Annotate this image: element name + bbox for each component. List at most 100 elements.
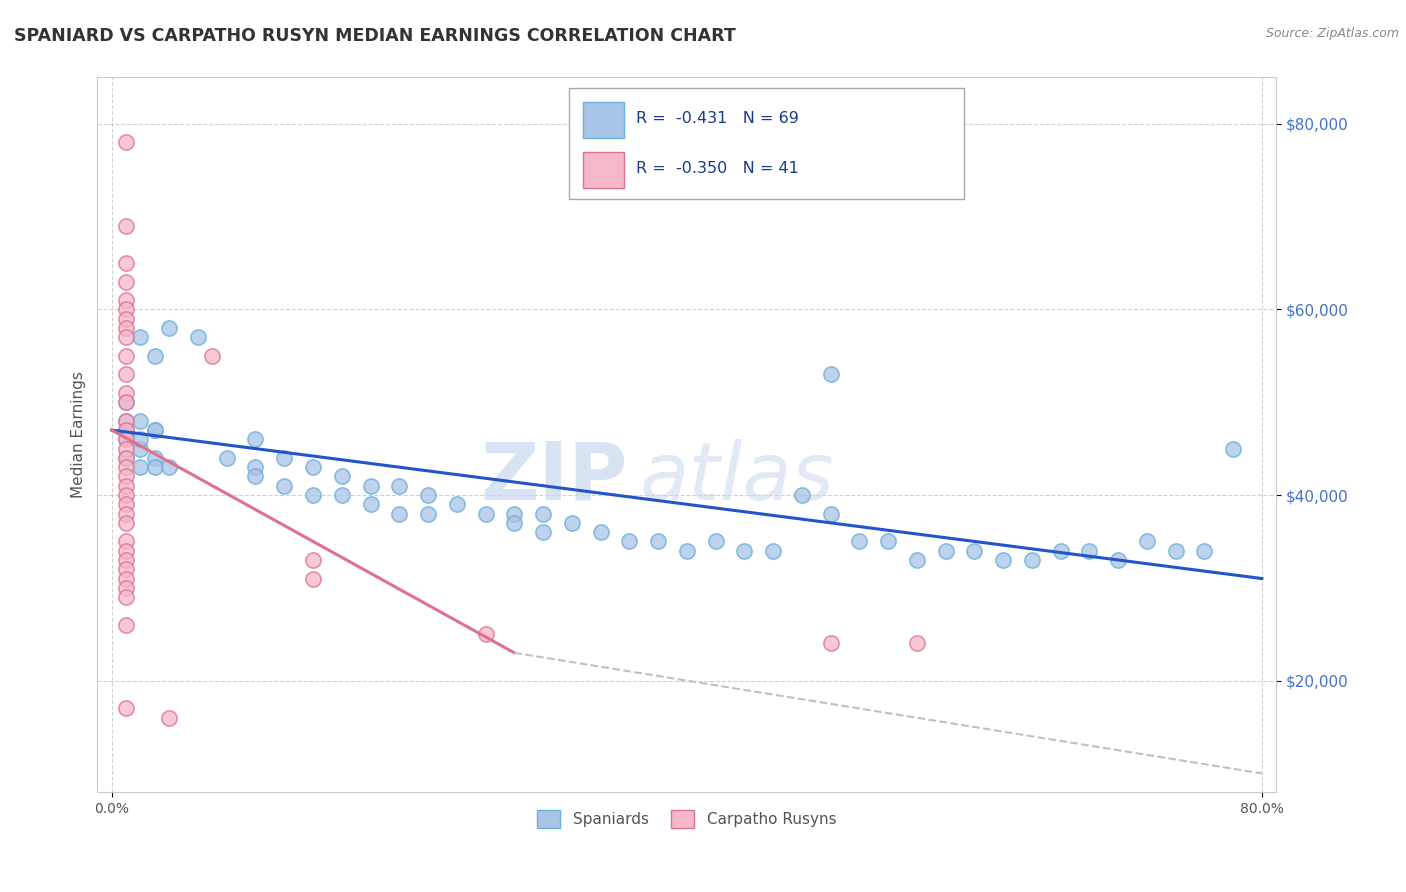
Point	[115, 219, 138, 233]
Point	[1078, 543, 1101, 558]
Point	[115, 516, 138, 530]
Point	[129, 414, 152, 428]
Point	[790, 488, 813, 502]
Point	[115, 581, 138, 595]
Point	[1107, 553, 1129, 567]
Point	[474, 627, 496, 641]
Point	[877, 534, 900, 549]
Point	[143, 349, 166, 363]
Point	[115, 572, 138, 586]
Point	[115, 349, 138, 363]
Point	[245, 433, 267, 447]
Point	[474, 507, 496, 521]
Point	[302, 460, 325, 475]
Point	[1164, 543, 1187, 558]
Text: R =  -0.431   N = 69: R = -0.431 N = 69	[636, 111, 799, 126]
Point	[201, 349, 224, 363]
Point	[273, 479, 295, 493]
Point	[1136, 534, 1159, 549]
Point	[115, 618, 138, 632]
Point	[619, 534, 641, 549]
Point	[115, 479, 138, 493]
Point	[115, 368, 138, 382]
Point	[245, 460, 267, 475]
Point	[561, 516, 583, 530]
Point	[115, 442, 138, 456]
Point	[115, 414, 138, 428]
Point	[273, 450, 295, 465]
Point	[820, 368, 842, 382]
Point	[360, 497, 382, 511]
Point	[388, 479, 411, 493]
Point	[115, 450, 138, 465]
Point	[115, 553, 138, 567]
Point	[531, 525, 554, 540]
Point	[115, 256, 138, 270]
Point	[245, 469, 267, 483]
Point	[330, 488, 353, 502]
Point	[820, 507, 842, 521]
Point	[446, 497, 468, 511]
Point	[675, 543, 697, 558]
Point	[129, 460, 152, 475]
Point	[115, 136, 138, 150]
Point	[115, 590, 138, 604]
Point	[215, 450, 238, 465]
Point	[905, 636, 928, 650]
Point	[115, 275, 138, 289]
Point	[115, 423, 138, 437]
Point	[115, 460, 138, 475]
Point	[1194, 543, 1216, 558]
Text: Source: ZipAtlas.com: Source: ZipAtlas.com	[1265, 27, 1399, 40]
Point	[115, 395, 138, 409]
Text: atlas: atlas	[640, 439, 834, 516]
Point	[503, 516, 526, 530]
Point	[115, 423, 138, 437]
Point	[302, 488, 325, 502]
Point	[848, 534, 870, 549]
Point	[157, 711, 180, 725]
Point	[704, 534, 727, 549]
Point	[589, 525, 612, 540]
Point	[733, 543, 755, 558]
Point	[1049, 543, 1071, 558]
FancyBboxPatch shape	[583, 153, 624, 188]
Point	[416, 507, 439, 521]
Point	[115, 534, 138, 549]
Point	[143, 423, 166, 437]
Point	[115, 543, 138, 558]
Point	[115, 386, 138, 401]
Point	[115, 321, 138, 335]
Point	[503, 507, 526, 521]
Point	[416, 488, 439, 502]
Point	[302, 572, 325, 586]
Point	[531, 507, 554, 521]
Point	[388, 507, 411, 521]
Point	[115, 701, 138, 715]
Point	[115, 488, 138, 502]
Point	[115, 469, 138, 483]
Point	[115, 293, 138, 307]
Point	[115, 414, 138, 428]
Point	[1021, 553, 1043, 567]
FancyBboxPatch shape	[583, 103, 624, 138]
FancyBboxPatch shape	[569, 88, 965, 199]
Point	[647, 534, 669, 549]
Text: R =  -0.350   N = 41: R = -0.350 N = 41	[636, 161, 799, 176]
Point	[360, 479, 382, 493]
Point	[129, 330, 152, 344]
Point	[115, 311, 138, 326]
Text: SPANIARD VS CARPATHO RUSYN MEDIAN EARNINGS CORRELATION CHART: SPANIARD VS CARPATHO RUSYN MEDIAN EARNIN…	[14, 27, 735, 45]
Point	[157, 321, 180, 335]
Point	[1222, 442, 1244, 456]
Point	[115, 562, 138, 576]
Point	[762, 543, 785, 558]
Y-axis label: Median Earnings: Median Earnings	[72, 371, 86, 498]
Point	[129, 442, 152, 456]
Point	[905, 553, 928, 567]
Point	[157, 460, 180, 475]
Point	[115, 507, 138, 521]
Point	[115, 497, 138, 511]
Point	[115, 395, 138, 409]
Point	[143, 423, 166, 437]
